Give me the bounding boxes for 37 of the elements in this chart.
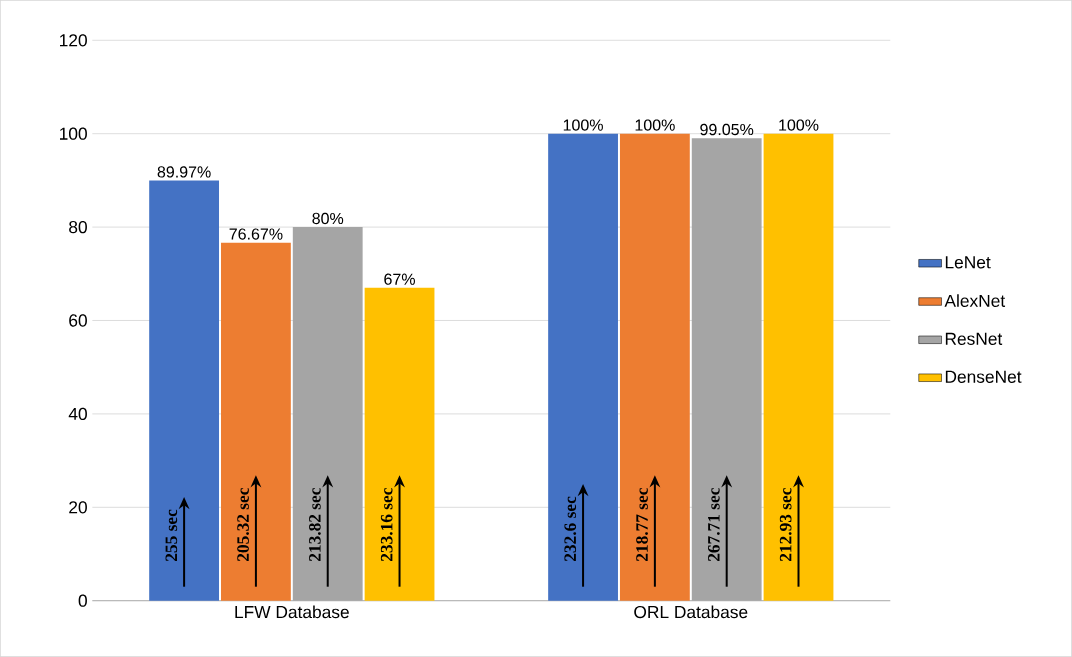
annotation: 218.77 sec [636,488,648,562]
bar [763,133,834,601]
data-label: 76.67% [229,228,283,240]
bar [149,180,220,601]
bar [619,133,690,601]
data-label: 100% [635,119,675,131]
x-tick-label: ORL Database [634,605,748,619]
legend-label: DenseNet [945,370,1022,383]
annotation: 205.32 sec [237,488,249,562]
data-label: 67% [384,273,415,285]
annotation: 212.93 sec [779,488,792,562]
legend-label: ResNet [945,332,1003,345]
y-tick-label: 20 [69,501,87,514]
legend-label: LeNet [945,256,991,269]
data-label: 100% [779,119,819,131]
bar [364,287,435,601]
bar [691,138,762,601]
bar [221,242,291,601]
annotation: 267.71 sec [708,488,720,562]
x-tick-label: LFW Database [235,605,349,619]
y-tick-label: 0 [78,594,87,607]
data-label: 89.97% [157,166,211,178]
data-label: 100% [563,119,603,131]
bar [548,133,618,601]
data-label: 80% [312,212,344,225]
y-tick-label: 60 [69,314,87,327]
y-tick-label: 120 [60,34,87,47]
annotation: 232.6 sec [564,496,577,562]
data-label: 99.05% [700,123,754,136]
annotation: 255 sec [165,509,178,562]
annotation: 233.16 sec [380,488,393,562]
y-tick-label: 40 [68,407,87,421]
y-tick-label: 100 [60,127,87,140]
legend-label: AlexNet [944,294,1006,307]
annotation: 213.82 sec [309,488,321,562]
y-tick-label: 80 [69,220,87,234]
bar [292,227,363,601]
